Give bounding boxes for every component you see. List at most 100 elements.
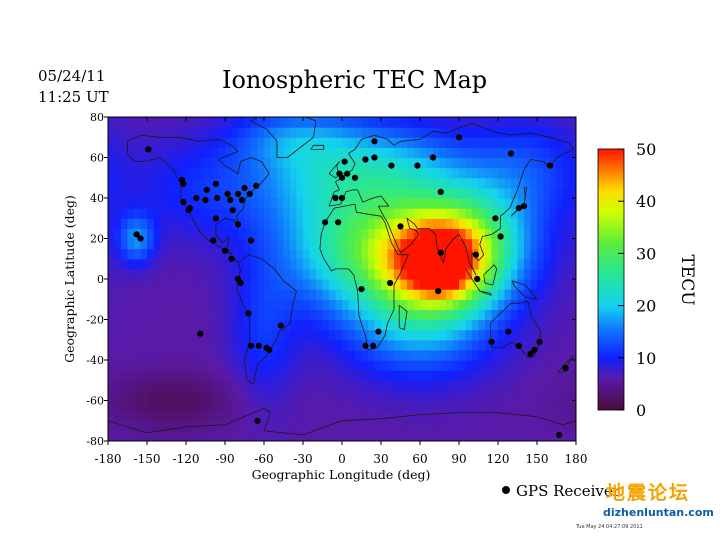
tec-cell [127,299,135,310]
tec-cell [524,400,532,412]
gps-receiver-dot [255,342,262,349]
tec-cell [329,137,337,148]
tec-cell [524,127,532,138]
tec-cell [524,258,532,270]
tec-cell [498,400,506,412]
tec-cell [472,360,480,371]
tec-cell [127,380,135,391]
tec-cell [537,299,545,310]
tec-cell [478,238,486,250]
tec-cell [121,177,129,189]
tec-cell [348,289,356,300]
tec-cell [290,279,298,290]
tec-cell [290,268,298,280]
tec-cell [420,349,428,361]
tec-cell [114,248,122,260]
tec-cell [244,208,252,219]
tec-cell [381,187,389,199]
tec-cell [459,370,467,381]
tec-cell [569,248,576,260]
tec-cell [465,279,473,290]
tec-cell [400,370,408,381]
tec-cell [400,380,408,391]
tec-cell [251,299,259,310]
tec-cell [283,410,291,422]
tec-cell [342,420,350,432]
tec-cell [153,319,161,331]
tec-cell [550,187,558,199]
tec-cell [498,127,506,138]
tec-cell [355,349,363,361]
tec-cell [478,137,486,148]
tec-cell [212,390,220,402]
tec-cell [153,127,161,138]
tec-cell [530,218,538,229]
tec-cell [303,289,311,300]
tec-cell [225,167,233,179]
tec-cell [238,380,246,391]
tec-cell [504,400,512,412]
tec-cell [277,238,285,250]
tec-cell [478,117,486,128]
tec-cell [205,430,213,441]
gps-receiver-dot [437,188,444,195]
tec-cell [264,268,272,280]
tec-cell [322,137,330,148]
tec-cell [153,258,161,270]
tec-cell [498,279,506,290]
tec-cell [556,208,564,219]
tec-cell [166,177,174,189]
tec-cell [413,420,421,432]
tec-cell [556,248,564,260]
tec-cell [478,349,486,361]
tec-cell [361,157,369,169]
tec-cell [439,309,447,321]
tec-cell [296,147,304,159]
tec-cell [361,198,369,209]
tec-cell [244,157,252,169]
tec-cell [309,248,317,260]
tec-cell [290,390,298,402]
tec-cell [361,238,369,250]
tec-cell [166,329,174,341]
coastline [398,304,408,330]
tec-cell [173,319,181,331]
tec-cell [134,177,142,189]
tec-cell [400,390,408,402]
tec-cell [147,360,155,371]
tec-cell [121,268,129,280]
tec-cell [134,339,142,351]
y-tick-label: 80 [90,111,104,124]
tec-cell [472,329,480,341]
tec-cell [283,228,291,240]
tec-cell [504,380,512,391]
tec-cell [127,289,135,300]
tec-cell [530,329,538,341]
tec-cell [446,370,454,381]
tec-cell [290,370,298,381]
tec-cell [550,309,558,321]
tec-cell [231,167,239,179]
tec-cell [348,299,356,310]
tec-cell [478,187,486,199]
tec-cell [485,370,493,381]
tec-cell [173,430,181,441]
tec-cell [108,370,116,381]
tec-cell [348,268,356,280]
colorbar-tick-label: 10 [636,349,656,368]
tec-cell [166,279,174,290]
tec-cell [186,299,194,310]
tec-cell [212,329,220,341]
tec-cell [251,339,259,351]
tec-cell [134,238,142,250]
tec-cell [361,289,369,300]
tec-cell [114,390,122,402]
tec-cell [348,198,356,209]
tec-cell [530,228,538,240]
tec-cell [244,218,252,229]
tec-cell [439,289,447,300]
tec-cell [140,258,148,270]
tec-cell [257,167,265,179]
tec-cell [543,137,551,148]
tec-cell [186,198,194,209]
